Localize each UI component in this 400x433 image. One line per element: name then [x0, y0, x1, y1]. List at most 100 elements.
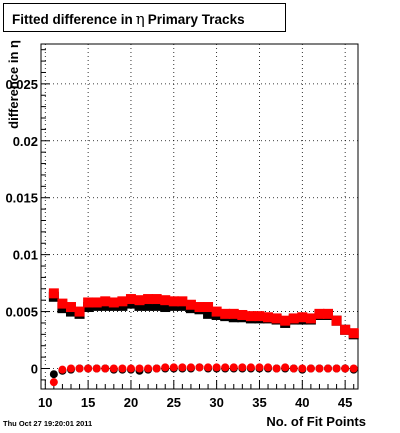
data-point-square	[91, 297, 102, 308]
data-point-circle	[169, 363, 178, 372]
data-point-circle	[332, 364, 341, 373]
data-point-square	[151, 300, 162, 311]
data-point-square	[331, 315, 342, 326]
y-tick-label: 0.025	[5, 77, 38, 92]
data-point-circle	[49, 370, 58, 379]
data-point-circle	[101, 364, 110, 373]
data-point-square	[160, 302, 171, 313]
data-point-square	[348, 328, 359, 339]
data-point-circle	[118, 364, 127, 373]
timestamp: Thu Oct 27 19:20:01 2011	[3, 419, 93, 428]
y-tick-label: 0.01	[13, 248, 38, 263]
data-point-circle	[229, 363, 238, 372]
axes: 10 15 20 25 30 35 40 45 0 0.005 0.01 0.015 0.02 0.025	[5, 49, 355, 410]
x-tick-label: 40	[295, 395, 309, 410]
data-point-circle	[66, 364, 75, 373]
x-tick-label: 30	[209, 395, 223, 410]
data-point-square	[168, 296, 179, 307]
x-axis-title: No. of Fit Points	[266, 414, 366, 429]
data-point-square	[305, 313, 316, 324]
x-tick-label: 15	[81, 395, 95, 410]
data-point-circle	[221, 363, 230, 372]
x-tick-label: 35	[252, 395, 266, 410]
data-point-circle	[84, 364, 93, 373]
y-tick-label: 0	[31, 362, 38, 377]
x-tick-label: 10	[38, 395, 52, 410]
x-tick-label: 20	[124, 395, 138, 410]
data-point-circle	[204, 363, 213, 372]
data-point-circle	[75, 364, 84, 373]
data-marks	[48, 288, 359, 387]
data-point-square	[83, 297, 94, 308]
data-point-square	[143, 294, 154, 305]
data-point-circle	[341, 364, 350, 373]
data-point-square	[185, 299, 196, 310]
data-point-square	[177, 296, 188, 307]
data-point-square	[237, 309, 248, 320]
x-tick-label: 25	[167, 395, 181, 410]
data-point-square	[254, 311, 265, 322]
data-point-square	[203, 308, 214, 319]
data-point-circle	[152, 364, 161, 373]
data-point-square	[280, 315, 291, 326]
data-point-circle	[349, 364, 358, 373]
data-point-square	[74, 306, 85, 317]
data-point-square	[340, 324, 351, 335]
data-point-circle	[306, 364, 315, 373]
data-point-circle	[272, 364, 281, 373]
data-point-circle	[135, 364, 144, 373]
data-point-circle	[186, 363, 195, 372]
data-point-square	[211, 306, 222, 317]
data-point-circle	[315, 364, 324, 373]
data-point-circle	[58, 365, 67, 374]
data-point-square	[143, 300, 154, 311]
data-point-square	[228, 308, 239, 319]
data-point-circle	[178, 363, 187, 372]
data-point-circle	[195, 363, 204, 372]
data-point-square	[134, 300, 145, 311]
chart-title: Fitted difference in η Primary Tracks	[12, 10, 245, 28]
data-point-square	[288, 313, 299, 324]
data-point-square	[100, 296, 111, 307]
data-point-circle	[92, 364, 101, 373]
data-point-circle	[109, 364, 118, 373]
data-point-square	[117, 296, 128, 307]
chart-title-prefix: Fitted difference in	[12, 12, 133, 27]
data-point-square	[245, 311, 256, 322]
data-point-circle	[281, 363, 290, 372]
data-point-square	[160, 295, 171, 306]
data-point-circle	[126, 364, 135, 373]
data-point-square	[57, 298, 68, 309]
data-point-square	[220, 308, 231, 319]
data-point-square	[108, 297, 119, 308]
y-tick-label: 0.015	[5, 191, 38, 206]
plot-frame	[40, 43, 359, 390]
data-point-square	[263, 312, 274, 323]
data-point-circle	[264, 363, 273, 372]
chart-title-box: Fitted difference in η Primary Tracks	[3, 3, 286, 32]
data-point-square	[203, 302, 214, 313]
grid-lines	[41, 44, 358, 389]
y-tick-label: 0.005	[5, 305, 38, 320]
data-point-square	[194, 302, 205, 313]
y-axis-title: difference in η	[6, 40, 21, 129]
data-point-circle	[246, 363, 255, 372]
data-point-square	[314, 308, 325, 319]
data-point-square	[48, 288, 59, 299]
eta-symbol: η	[135, 10, 145, 28]
data-point-square	[323, 308, 334, 319]
y-tick-label: 0.02	[13, 134, 38, 149]
data-point-circle	[161, 363, 170, 372]
data-point-circle	[298, 364, 307, 373]
data-point-circle	[49, 378, 58, 387]
data-point-circle	[212, 363, 221, 372]
data-point-circle	[289, 364, 298, 373]
data-point-circle	[255, 363, 264, 372]
data-point-square	[297, 312, 308, 323]
data-point-square	[65, 302, 76, 313]
x-tick-label: 45	[338, 395, 352, 410]
data-point-circle	[144, 364, 153, 373]
data-point-square	[125, 294, 136, 305]
chart-title-suffix: Primary Tracks	[147, 12, 245, 27]
